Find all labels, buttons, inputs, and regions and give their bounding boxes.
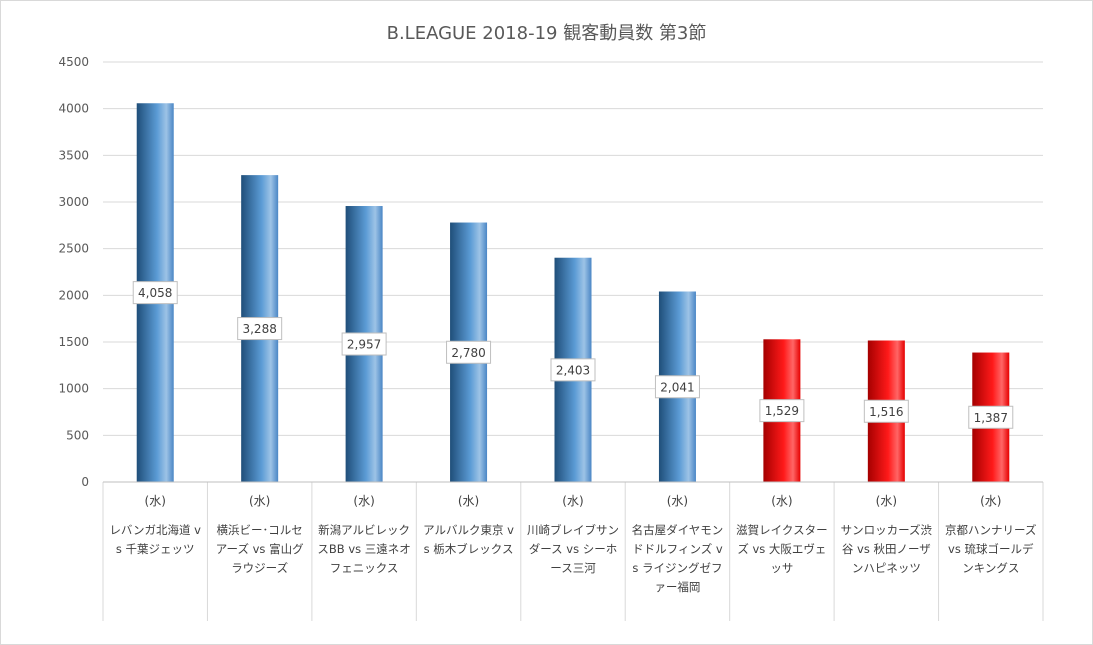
y-tick-label: 4000 — [58, 102, 89, 116]
bar — [345, 206, 383, 482]
data-label-box — [863, 399, 909, 423]
x-tick-label: (水) レバンガ北海道 vs 千葉ジェッツ — [103, 485, 207, 621]
x-tick-label: (水) アルバルク東京 vs 栃木ブレックス — [416, 485, 520, 621]
y-tick-label: 0 — [81, 475, 89, 489]
x-tick-name: 川崎ブレイブサンダース vs シーホース三河 — [526, 523, 619, 575]
x-tick-day: (水) — [562, 494, 584, 508]
x-tick-day: (水) — [980, 494, 1002, 508]
x-tick-name: アルバルク東京 vs 栃木ブレックス — [423, 523, 514, 556]
data-label-box — [132, 281, 178, 305]
x-tick-name: 名古屋ダイヤモンドドルフィンズ vs ライジングゼファー福岡 — [631, 523, 724, 594]
x-tick-label: (水) サンロッカーズ渋谷 vs 秋田ノーザンハピネッツ — [834, 485, 938, 621]
data-label: 1,516 — [869, 405, 903, 419]
y-tick-label: 3500 — [58, 148, 89, 162]
x-tick-name: 京都ハンナリーズ vs 琉球ゴールデンキングス — [945, 523, 1037, 575]
x-tick-label: (水) 京都ハンナリーズ vs 琉球ゴールデンキングス — [939, 485, 1043, 621]
y-tick-label: 3000 — [58, 195, 89, 209]
data-label: 2,957 — [347, 338, 381, 352]
x-tick-day: (水) — [457, 494, 480, 508]
y-tick-label: 1000 — [58, 382, 89, 396]
x-tick-day: (水) — [248, 494, 271, 508]
x-tick-day: (水) — [353, 494, 375, 508]
x-tick-label: (水) 滋賀レイクスターズ vs 大阪エヴェッサ — [730, 485, 834, 621]
bar — [763, 339, 801, 482]
x-tick-day: (水) — [144, 494, 166, 508]
x-tick-day: (水) — [666, 494, 689, 508]
x-tick-day: (水) — [771, 494, 793, 508]
x-tick-label: (水) 川崎ブレイブサンダース vs シーホース三河 — [521, 485, 625, 621]
y-tick-label: 2000 — [58, 288, 89, 302]
data-label: 1,387 — [974, 411, 1008, 425]
bar — [136, 103, 174, 483]
data-label-box — [759, 399, 805, 423]
x-tick-day: (水) — [875, 494, 898, 508]
data-label: 2,780 — [451, 346, 485, 360]
x-tick-name: 新潟アルビレックスBB vs 三遠ネオフェニックス — [317, 523, 411, 575]
bar — [972, 352, 1010, 482]
x-tick-label: (水) 横浜ビー･コルセアーズ vs 富山グラウジーズ — [207, 485, 311, 621]
data-label-box — [654, 375, 700, 399]
x-tick-name: レバンガ北海道 vs 千葉ジェッツ — [109, 523, 201, 556]
data-label: 2,041 — [660, 380, 694, 394]
x-tick-label: (水) 新潟アルビレックスBB vs 三遠ネオフェニックス — [312, 485, 416, 621]
bar — [867, 340, 905, 482]
data-label: 3,288 — [242, 322, 276, 336]
data-label-box — [237, 317, 283, 341]
x-tick-label: (水) 名古屋ダイヤモンドドルフィンズ vs ライジングゼファー福岡 — [625, 485, 729, 621]
data-label-box — [341, 332, 387, 356]
data-label-box — [550, 358, 596, 382]
data-label-box — [968, 405, 1014, 429]
data-label: 1,529 — [765, 404, 799, 418]
bar — [554, 257, 592, 482]
data-label: 4,058 — [138, 286, 172, 300]
bar — [241, 175, 279, 482]
x-tick-name: サンロッカーズ渋谷 vs 秋田ノーザンハピネッツ — [840, 523, 933, 575]
y-tick-label: 4500 — [58, 55, 89, 69]
bar — [450, 222, 488, 483]
x-tick-name: 横浜ビー･コルセアーズ vs 富山グラウジーズ — [215, 523, 304, 575]
chart-title: B.LEAGUE 2018-19 観客動員数 第3節 — [386, 23, 707, 44]
data-label: 2,403 — [556, 363, 590, 377]
y-tick-label: 2500 — [58, 242, 89, 256]
y-tick-label: 500 — [66, 428, 89, 442]
bar — [658, 291, 696, 482]
data-label-box — [446, 340, 492, 364]
x-tick-name: 滋賀レイクスターズ vs 大阪エヴェッサ — [736, 523, 828, 575]
y-tick-label: 1500 — [58, 335, 89, 349]
